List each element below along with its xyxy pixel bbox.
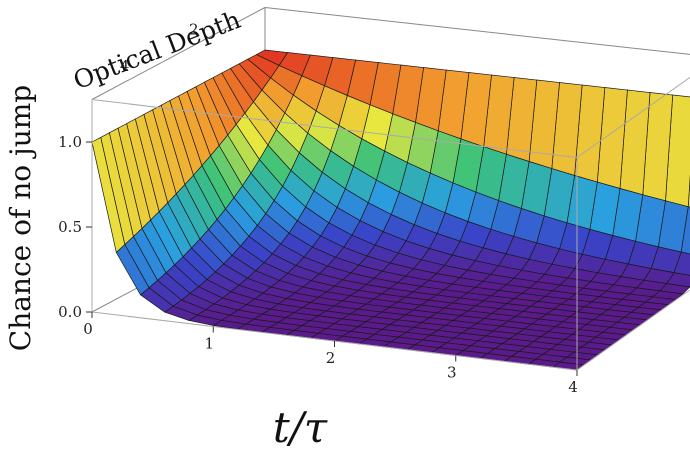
depth-tick-label: 2 xyxy=(189,20,199,38)
x-tick-label: 3 xyxy=(447,364,457,382)
x-tick-label: 4 xyxy=(568,378,578,396)
axis-ticks: 0.0 0.5 1.0 0 1 2 3 4 0 2 4 xyxy=(58,0,578,396)
box-edge-left-top xyxy=(91,7,266,100)
surface-mesh xyxy=(91,49,690,371)
box-edge-back-top xyxy=(264,7,690,55)
box-edge-right-bottom xyxy=(576,289,690,371)
x-tick-label: 2 xyxy=(326,349,336,367)
box-edge-front-top xyxy=(91,99,578,158)
z-tick-label: 0.5 xyxy=(58,218,82,236)
box-edge-right-top xyxy=(576,76,690,158)
x-axis-label: t/τ xyxy=(273,403,328,452)
z-tick-label: 1.0 xyxy=(58,133,82,151)
x-tick-label: 0 xyxy=(83,320,93,338)
z-axis-label: Chance of no jump xyxy=(4,85,37,351)
depth-tick-label: 0 xyxy=(258,0,268,2)
x-tick-label: 1 xyxy=(204,335,214,353)
surface-cell xyxy=(91,136,126,254)
depth-tick-label: 4 xyxy=(120,57,130,75)
z-tick-label: 0.0 xyxy=(58,303,82,321)
